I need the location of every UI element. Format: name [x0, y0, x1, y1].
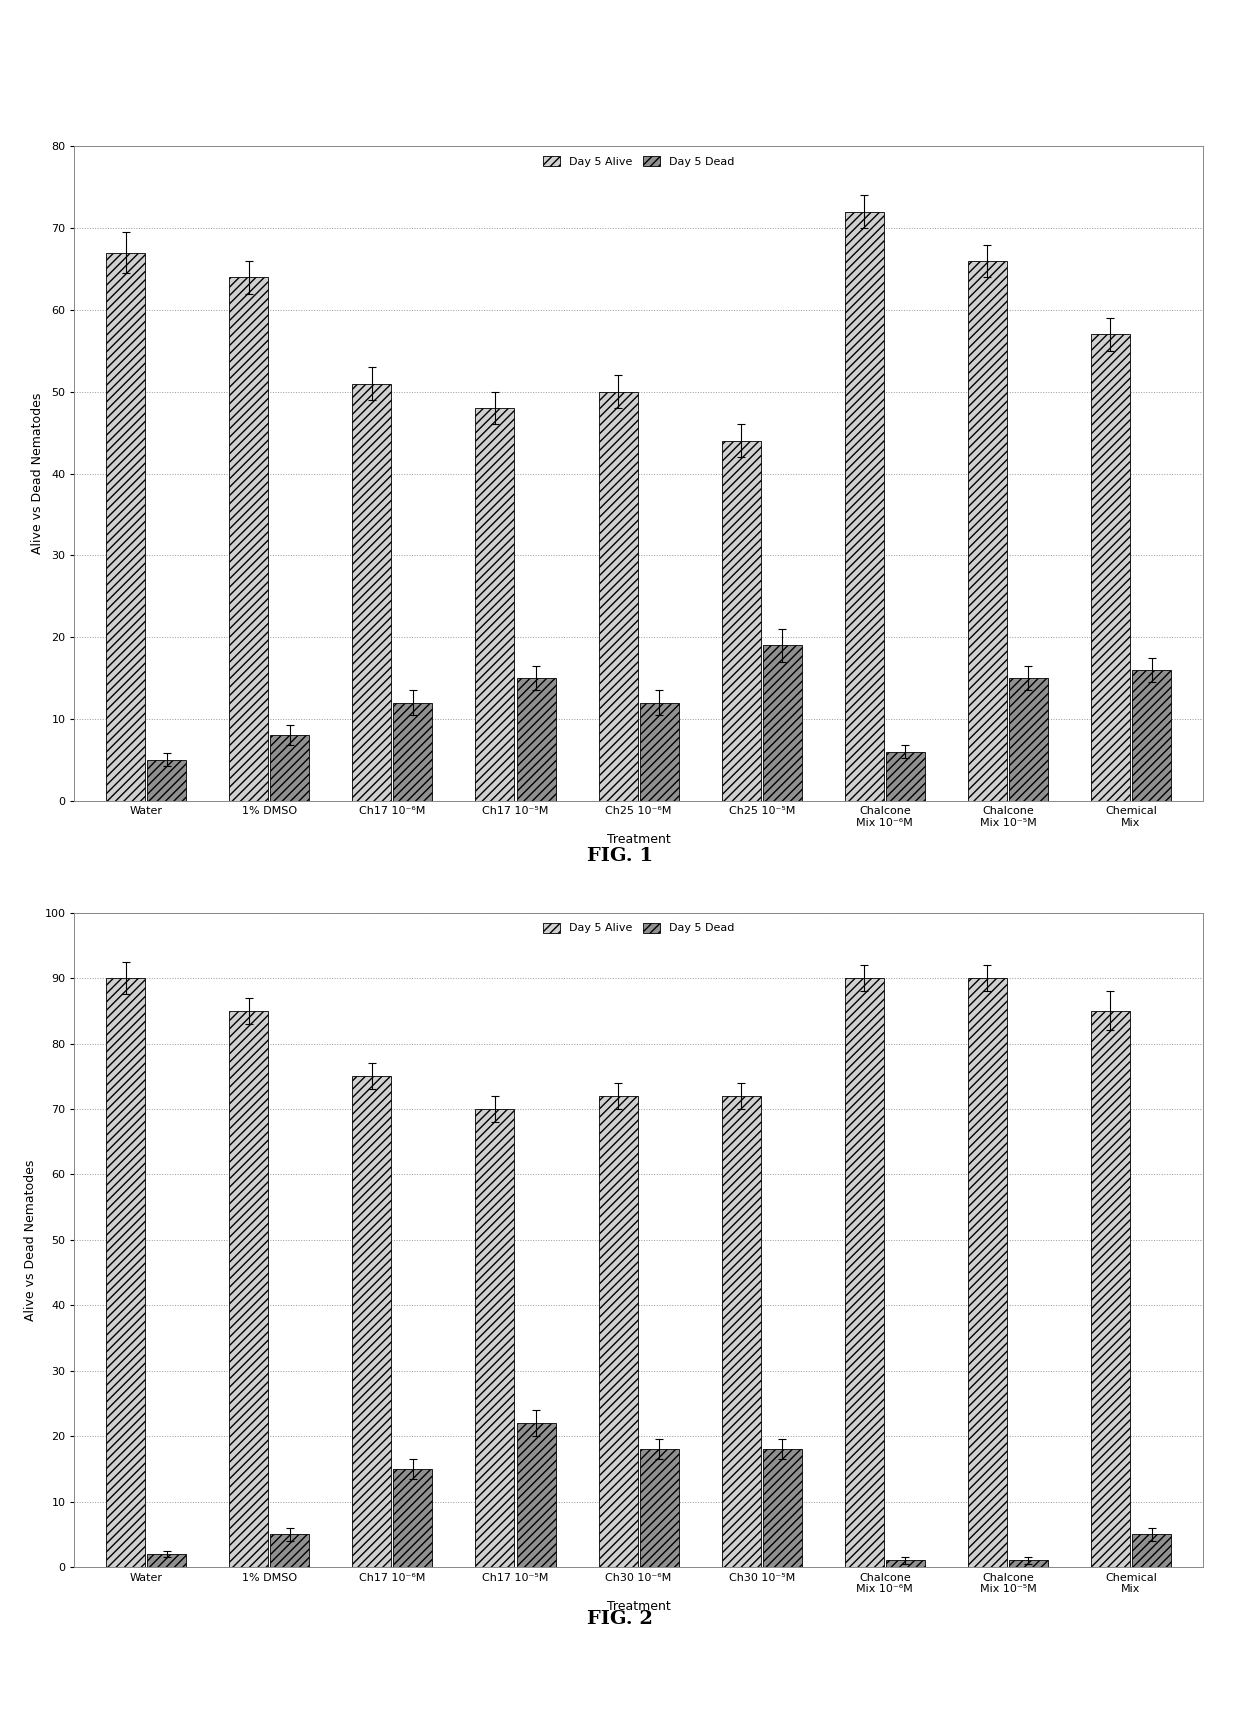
Bar: [1009, 678, 1048, 801]
Bar: [1091, 334, 1130, 801]
Bar: [1009, 1560, 1048, 1567]
Bar: [599, 391, 637, 801]
Bar: [599, 1095, 637, 1567]
Text: FIG. 1: FIG. 1: [587, 847, 653, 864]
Bar: [270, 735, 309, 801]
Bar: [352, 1076, 392, 1567]
Bar: [885, 1560, 925, 1567]
Bar: [640, 1450, 678, 1567]
Bar: [763, 1450, 802, 1567]
X-axis label: Treatment: Treatment: [606, 833, 671, 847]
Bar: [885, 751, 925, 801]
Y-axis label: Alive vs Dead Nematodes: Alive vs Dead Nematodes: [25, 1159, 37, 1321]
Bar: [229, 277, 268, 801]
Bar: [270, 1534, 309, 1567]
Bar: [968, 260, 1007, 801]
Bar: [148, 759, 186, 801]
Bar: [393, 1469, 433, 1567]
Text: FIG. 2: FIG. 2: [587, 1610, 653, 1627]
Y-axis label: Alive vs Dead Nematodes: Alive vs Dead Nematodes: [31, 393, 45, 554]
Bar: [722, 1095, 760, 1567]
Bar: [1132, 1534, 1171, 1567]
Legend: Day 5 Alive, Day 5 Dead: Day 5 Alive, Day 5 Dead: [538, 152, 739, 172]
Bar: [968, 978, 1007, 1567]
Bar: [1091, 1011, 1130, 1567]
Bar: [148, 1553, 186, 1567]
Bar: [1132, 670, 1171, 801]
X-axis label: Treatment: Treatment: [606, 1600, 671, 1614]
Bar: [640, 703, 678, 801]
Bar: [475, 408, 515, 801]
Bar: [517, 678, 556, 801]
Legend: Day 5 Alive, Day 5 Dead: Day 5 Alive, Day 5 Dead: [538, 918, 739, 938]
Bar: [393, 703, 433, 801]
Bar: [517, 1422, 556, 1567]
Bar: [844, 212, 884, 801]
Bar: [229, 1011, 268, 1567]
Bar: [475, 1109, 515, 1567]
Bar: [722, 441, 760, 801]
Bar: [107, 253, 145, 801]
Bar: [352, 384, 392, 801]
Bar: [763, 646, 802, 801]
Bar: [107, 978, 145, 1567]
Bar: [844, 978, 884, 1567]
